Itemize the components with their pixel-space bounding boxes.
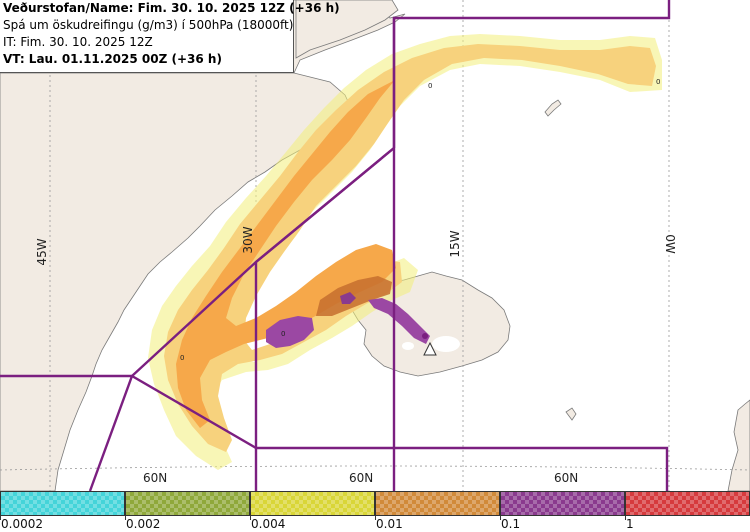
vatnajokull-glacier <box>432 336 460 352</box>
valid-time: VT: Lau. 01.11.2025 00Z (+36 h) <box>3 52 222 66</box>
legend-swatch-red <box>625 491 750 516</box>
product-description: Spá um öskudreifingu (g/m3) í 500hPa (18… <box>3 18 294 32</box>
legend-swatch-orange <box>375 491 500 516</box>
legend-swatch-yellow <box>250 491 375 516</box>
lon-label-0w: 0W <box>663 234 677 254</box>
legend-label-2: 0.004 <box>251 517 286 531</box>
forecast-info-box: Veðurstofan/Name: Fim. 30. 10. 2025 12Z … <box>0 0 340 73</box>
jan-mayen <box>544 99 562 117</box>
legend-label-4: 0.1 <box>501 517 521 531</box>
lat-label-60n-east: 60N <box>554 471 578 485</box>
faroe-islands <box>565 407 577 421</box>
greenland-northeast <box>295 0 399 59</box>
longitude-labels: 45W 30W 15W 0W <box>35 226 677 265</box>
ash-plume-main <box>164 44 656 452</box>
legend-label-3: 0.01 <box>376 517 403 531</box>
contour-labels: 0 0 0 0 <box>180 78 660 362</box>
ash-purple-small <box>340 292 356 304</box>
hofsjokull-glacier <box>402 342 414 350</box>
lon-label-30w: 30W <box>241 226 255 253</box>
legend-swatch-olive <box>125 491 250 516</box>
ash-plume-fringe <box>148 34 662 470</box>
airspace-boundary <box>0 0 671 492</box>
legend-swatch-cyan <box>0 491 125 516</box>
latitude-labels: 60N 60N 60N <box>143 471 578 485</box>
color-legend: 0.0002 0.002 0.004 0.01 0.1 1 <box>0 491 750 532</box>
legend-label-0: 0.0002 <box>1 517 43 531</box>
ash-purple-streak <box>368 298 430 344</box>
lat-label-60n-center: 60N <box>349 471 373 485</box>
contour-label: 0 <box>656 78 660 86</box>
ash-plume <box>148 34 662 470</box>
lon-label-45w: 45W <box>35 238 49 265</box>
legend-label-1: 0.002 <box>126 517 161 531</box>
contour-label: 0 <box>180 354 184 362</box>
legend-swatch-purple <box>500 491 625 516</box>
lon-label-15w: 15W <box>448 230 462 257</box>
ash-plume-core <box>176 80 396 428</box>
issue-time: IT: Fim. 30. 10. 2025 12Z <box>3 35 153 49</box>
volcano-marker <box>422 333 437 356</box>
legend-label-5: 1 <box>626 517 634 531</box>
ash-purple-blob <box>266 316 314 348</box>
contour-label: 0 <box>281 330 285 338</box>
issuer-line: Veðurstofan/Name: Fim. 30. 10. 2025 12Z … <box>3 1 340 15</box>
lat-label-60n-west: 60N <box>143 471 167 485</box>
contour-label: 0 <box>428 82 432 90</box>
